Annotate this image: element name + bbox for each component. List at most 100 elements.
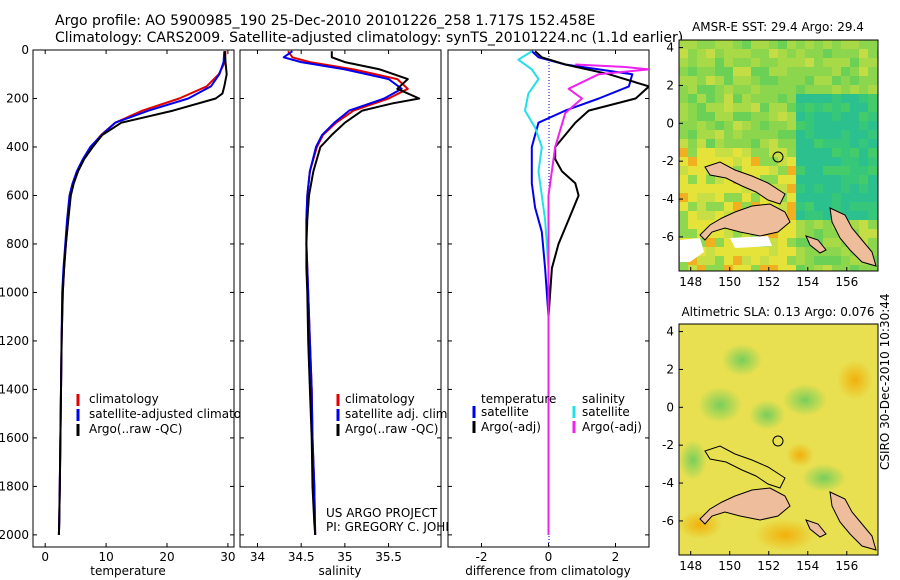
sst-cell <box>733 121 742 130</box>
sst-cell <box>760 103 769 112</box>
sst-cell <box>796 238 805 247</box>
sst-cell <box>715 184 724 193</box>
sst-cell <box>778 130 787 139</box>
sst-cell <box>751 103 760 112</box>
sst-cell <box>823 40 832 49</box>
sst-cell <box>688 229 697 238</box>
sst-cell <box>688 49 697 58</box>
sst-cell <box>787 193 796 202</box>
sst-cell <box>679 103 688 112</box>
sst-cell <box>868 193 877 202</box>
sst-cell <box>688 184 697 193</box>
sst-cell <box>760 130 769 139</box>
sst-cell <box>706 265 715 271</box>
sst-cell <box>823 256 832 265</box>
map-y-tick-label: 4 <box>666 41 674 55</box>
sst-cell <box>868 67 877 76</box>
sst-cell <box>697 238 706 247</box>
sst-cell <box>823 229 832 238</box>
sst-cell <box>733 148 742 157</box>
sst-cell <box>688 58 697 67</box>
sst-cell <box>688 157 697 166</box>
sst-cell <box>787 202 796 211</box>
y-tick-label: 1600 <box>0 431 29 445</box>
sst-cell <box>769 148 778 157</box>
sst-cell <box>688 256 697 265</box>
sst-cell <box>724 103 733 112</box>
sst-cell <box>850 112 859 121</box>
sst-cell <box>868 40 877 49</box>
sst-cell <box>787 103 796 112</box>
sst-cell <box>724 184 733 193</box>
map-y-tick-label: -2 <box>662 438 674 452</box>
sst-cell <box>796 256 805 265</box>
sst-cell <box>724 67 733 76</box>
sst-cell <box>832 139 841 148</box>
y-tick-label: 200 <box>6 91 29 105</box>
map-y-tick-label: 0 <box>666 116 674 130</box>
sst-cell <box>778 58 787 67</box>
sst-cell <box>814 229 823 238</box>
sst-cell <box>733 76 742 85</box>
sst-cell <box>706 157 715 166</box>
sst-cell <box>760 112 769 121</box>
sst-cell <box>859 139 868 148</box>
difference-xlabel: difference from climatology <box>465 564 631 578</box>
legend-argo: Argo(..raw -QC) <box>89 422 182 436</box>
sst-cell <box>787 148 796 157</box>
sst-cell <box>868 166 877 175</box>
sst-cell <box>688 112 697 121</box>
sst-cell <box>805 49 814 58</box>
sst-cell <box>868 184 877 193</box>
sst-cell <box>742 202 751 211</box>
sst-cell <box>706 256 715 265</box>
sst-cell <box>814 121 823 130</box>
sst-cell <box>715 148 724 157</box>
sst-cell <box>769 76 778 85</box>
sst-cell <box>796 58 805 67</box>
sst-cell <box>796 67 805 76</box>
sst-cell <box>715 112 724 121</box>
sst-cell <box>823 202 832 211</box>
sst-cell <box>742 130 751 139</box>
sst-cell <box>724 202 733 211</box>
sst-cell <box>769 256 778 265</box>
series-line-salinity-argo-adj <box>547 63 649 535</box>
sst-cell <box>823 67 832 76</box>
sst-cell <box>760 265 769 271</box>
sst-cell <box>769 103 778 112</box>
credit-project: US ARGO PROJECT <box>326 506 438 520</box>
x-tick-label: 20 <box>159 550 174 564</box>
sst-cell <box>832 49 841 58</box>
sst-cell <box>850 76 859 85</box>
sst-cell <box>697 67 706 76</box>
sst-cell <box>859 175 868 184</box>
sst-cell <box>841 121 850 130</box>
sst-cell <box>823 49 832 58</box>
sst-cell <box>796 148 805 157</box>
sst-cell <box>832 184 841 193</box>
sst-cell <box>832 103 841 112</box>
sst-cell <box>778 256 787 265</box>
sst-cell <box>706 238 715 247</box>
sst-cell <box>868 139 877 148</box>
sst-cell <box>859 184 868 193</box>
sst-cell <box>805 211 814 220</box>
x-tick-label: 2 <box>612 550 620 564</box>
sst-cell <box>805 103 814 112</box>
sst-cell <box>868 103 877 112</box>
sst-cell <box>733 265 742 271</box>
sst-cell <box>715 157 724 166</box>
sst-cell <box>697 166 706 175</box>
sst-cell <box>805 202 814 211</box>
sst-cell <box>823 121 832 130</box>
sst-cell <box>823 175 832 184</box>
sst-cell <box>805 40 814 49</box>
sst-cell <box>778 229 787 238</box>
sst-cell <box>796 220 805 229</box>
sst-cell <box>715 103 724 112</box>
sst-cell <box>724 76 733 85</box>
header-line-2: Climatology: CARS2009. Satellite-adjuste… <box>55 30 684 46</box>
sst-cell <box>787 58 796 67</box>
sst-cell <box>850 211 859 220</box>
